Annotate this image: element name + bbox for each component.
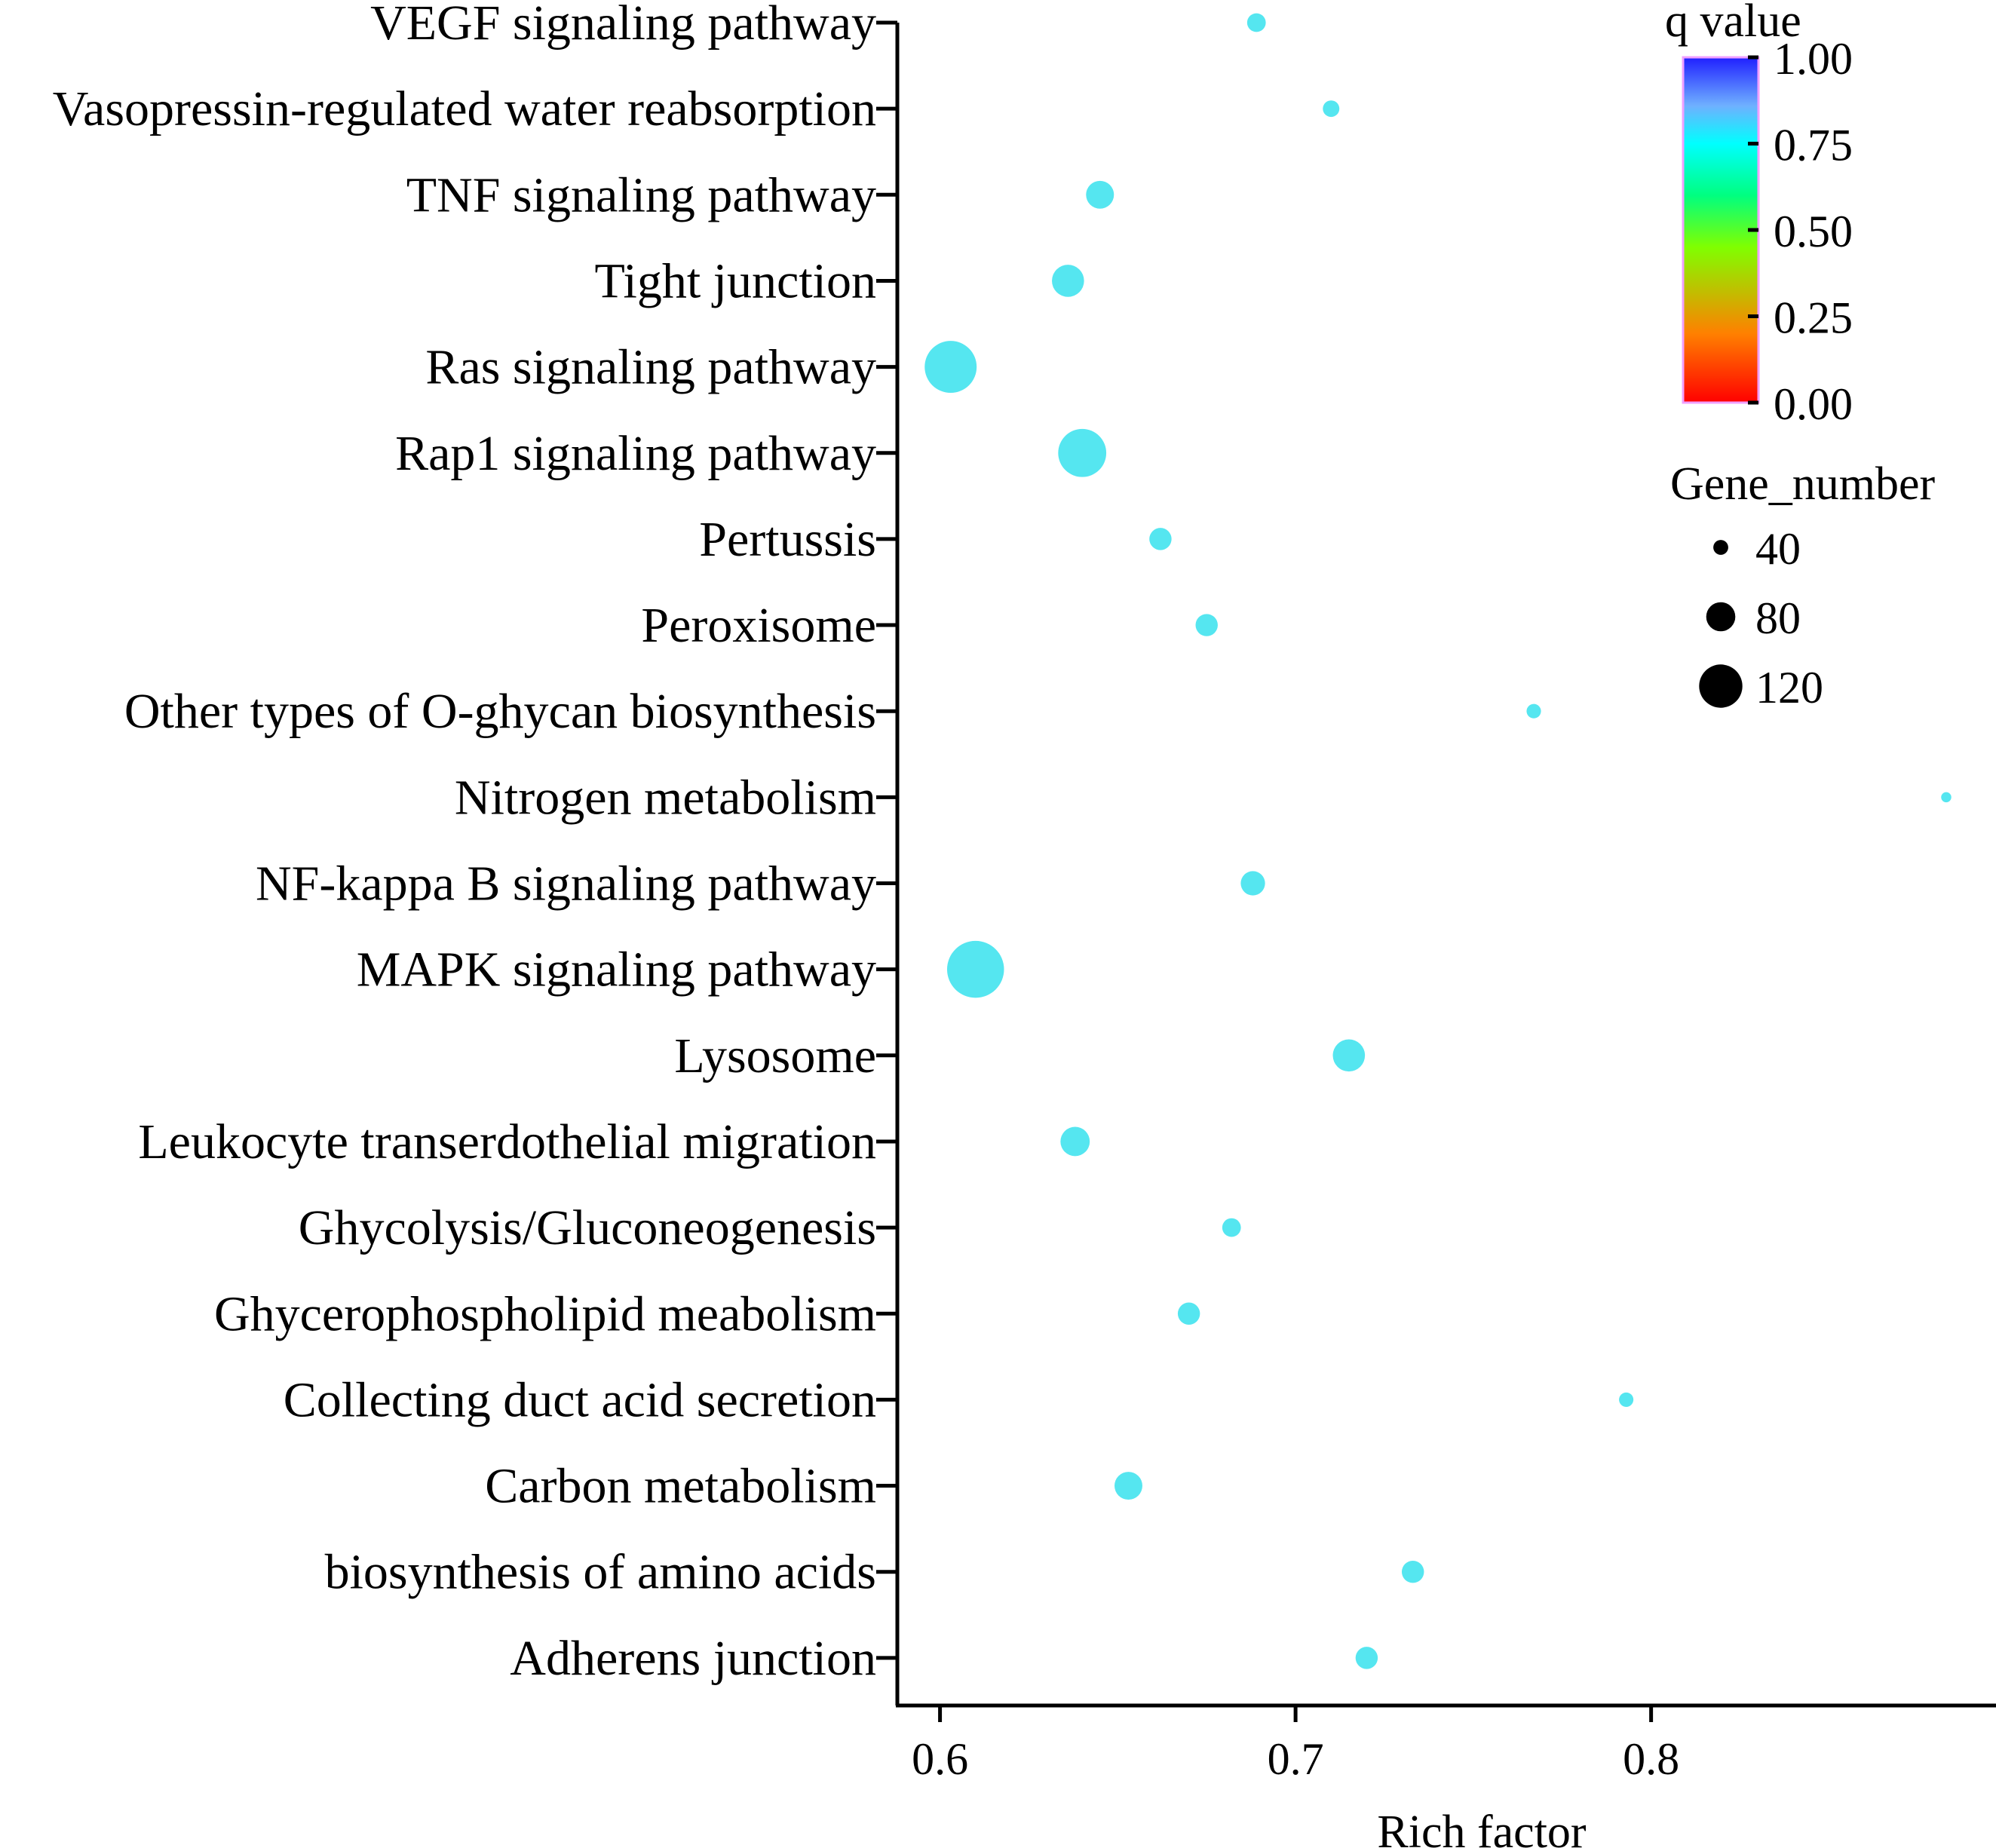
data-point — [1086, 180, 1115, 209]
x-tick-group: 0.6 0.7 0.8 — [912, 1705, 1679, 1784]
q-value-tick-label: 0.75 — [1774, 121, 1853, 170]
data-point — [1401, 1560, 1424, 1583]
data-point — [1526, 703, 1541, 719]
data-point — [1240, 871, 1265, 896]
data-point — [1323, 100, 1340, 118]
data-point — [1246, 13, 1266, 32]
data-point — [1222, 1218, 1241, 1237]
data-point — [1149, 528, 1172, 550]
gene-number-legend-label: 40 — [1755, 524, 1801, 574]
q-value-tick-label: 0.50 — [1774, 207, 1853, 256]
category-label: Rap1 signaling pathway — [395, 426, 876, 481]
q-value-colorbar — [1682, 56, 1760, 404]
category-label: MAPK signaling pathway — [357, 942, 876, 998]
category-label: Peroxisome — [641, 598, 876, 653]
category-label: TNF signaling pathway — [406, 167, 876, 222]
category-label: Ghycolysis/Gluconeogenesis — [299, 1200, 876, 1255]
gene-number-legend-marker — [1699, 664, 1743, 708]
q-value-tick-label: 1.00 — [1774, 34, 1853, 84]
category-label: Leukocyte transerdothelial migration — [138, 1114, 876, 1169]
category-label: NF-kappa B signaling pathway — [256, 857, 876, 912]
category-label: Other types of O-ghycan biosynthesis — [124, 684, 876, 739]
data-point — [924, 341, 977, 394]
gene-number-legend-label: 80 — [1755, 593, 1801, 643]
x-tick-label: 0.6 — [912, 1734, 968, 1784]
gene-number-legend-label: 120 — [1755, 663, 1823, 713]
data-point — [1060, 1126, 1090, 1157]
data-point — [1941, 792, 1952, 803]
data-point — [1355, 1647, 1378, 1669]
q-value-tick-label: 0.25 — [1774, 293, 1853, 343]
x-tick-label: 0.8 — [1623, 1734, 1679, 1784]
category-label-group: VEGF signaling pathway Vasopressin-regula… — [53, 0, 876, 1686]
category-label: Nitrogen metabolism — [455, 770, 876, 825]
x-tick-label: 0.7 — [1268, 1734, 1324, 1784]
plot-area: 0.6 0.7 0.8 VEGF signaling pathway Vasopres… — [53, 0, 1996, 1848]
data-point — [1332, 1039, 1366, 1072]
category-label: Vasopressin-regulated water reabsorption — [53, 81, 876, 136]
category-label: Ghycerophospholipid meabolism — [214, 1286, 876, 1341]
data-point — [946, 940, 1004, 998]
category-label: Carbon metabolism — [485, 1459, 876, 1514]
category-label: Tight junction — [595, 253, 876, 308]
category-label: Pertussis — [699, 512, 876, 567]
category-label: Adherens junction — [510, 1631, 876, 1686]
gene-number-legend-marker — [1713, 540, 1728, 555]
q-value-legend: q value 1.00 0.75 0.50 0.25 0.00 — [1665, 0, 1853, 429]
x-axis-title: Rich factor — [1377, 1807, 1587, 1848]
category-label: VEGF signaling pathway — [370, 0, 876, 51]
q-value-tick-label: 0.00 — [1774, 379, 1853, 429]
q-value-legend-title: q value — [1665, 0, 1801, 47]
category-label: Collecting duct acid secretion — [284, 1372, 876, 1427]
data-point — [1619, 1392, 1634, 1407]
data-point — [1177, 1302, 1200, 1325]
gene-number-legend-marker — [1706, 602, 1736, 632]
category-label: Lysosome — [674, 1028, 876, 1083]
gene-number-legend-title: Gene_number — [1670, 458, 1936, 510]
gene-number-item-group: 40 80 120 — [1699, 524, 1823, 713]
data-point — [1115, 1472, 1142, 1500]
gene-number-legend: Gene_number 40 80 120 — [1670, 458, 1936, 713]
data-point — [1052, 265, 1084, 297]
data-point-group — [924, 13, 1952, 1669]
data-point — [1195, 614, 1218, 636]
category-label: biosynthesis of amino acids — [325, 1545, 876, 1600]
data-point — [1058, 428, 1107, 477]
y-tick-group — [876, 20, 897, 1660]
category-label: Ras signaling pathway — [425, 340, 876, 395]
q-value-tick-group: 1.00 0.75 0.50 0.25 0.00 — [1748, 34, 1853, 429]
